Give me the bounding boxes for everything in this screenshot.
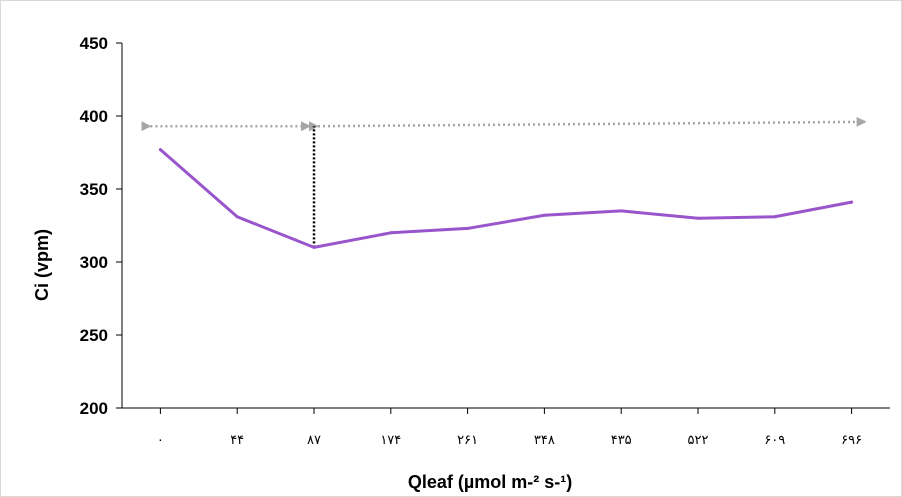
- series: [158, 148, 854, 249]
- x-tick-label: ۰: [157, 433, 164, 448]
- y-tick-label: 350: [80, 180, 108, 199]
- y-tick-label: 200: [80, 399, 108, 418]
- y-axis-title: Ci (vpm): [32, 229, 52, 301]
- x-tick-label: ۵۲۲: [688, 433, 709, 448]
- x-tick-label: ۳۴۸: [534, 433, 555, 448]
- x-tick-label: ۸۷: [307, 433, 321, 448]
- x-tick-label: ۴۳۵: [611, 433, 632, 448]
- data-point: [542, 213, 546, 217]
- y-tick-label: 300: [80, 253, 108, 272]
- x-tick-label: ۱۷۴: [380, 433, 401, 448]
- data-point: [389, 231, 393, 235]
- y-tick-labels: 200 250 300 350 400 450: [80, 34, 108, 418]
- data-point: [466, 226, 470, 230]
- y-tick-label: 450: [80, 34, 108, 53]
- y-tick-label: 250: [80, 326, 108, 345]
- x-tick-label: ۶۹۶: [841, 433, 862, 448]
- data-point: [619, 209, 623, 213]
- x-tick-label: ۶۰۹: [764, 433, 785, 448]
- x-tick-label: ۲۶۱: [457, 433, 478, 448]
- range-arrow-right: [308, 116, 867, 132]
- x-axis-title: Qleaf (µmol m-² s-¹): [408, 472, 572, 492]
- axes: [116, 42, 890, 414]
- data-point: [235, 215, 239, 219]
- data-point: [773, 215, 777, 219]
- data-point: [312, 245, 316, 249]
- x-tick-labels: ۰ ۴۴ ۸۷ ۱۷۴ ۲۶۱ ۳۴۸ ۴۳۵ ۵۲۲ ۶۰۹ ۶۹۶: [157, 433, 862, 448]
- annotations: [141, 116, 867, 248]
- data-point: [158, 148, 162, 152]
- data-point: [850, 200, 854, 204]
- series-line: [158, 148, 854, 249]
- data-point: [696, 216, 700, 220]
- x-tick-label: ۴۴: [230, 433, 244, 448]
- y-tick-label: 400: [80, 107, 108, 126]
